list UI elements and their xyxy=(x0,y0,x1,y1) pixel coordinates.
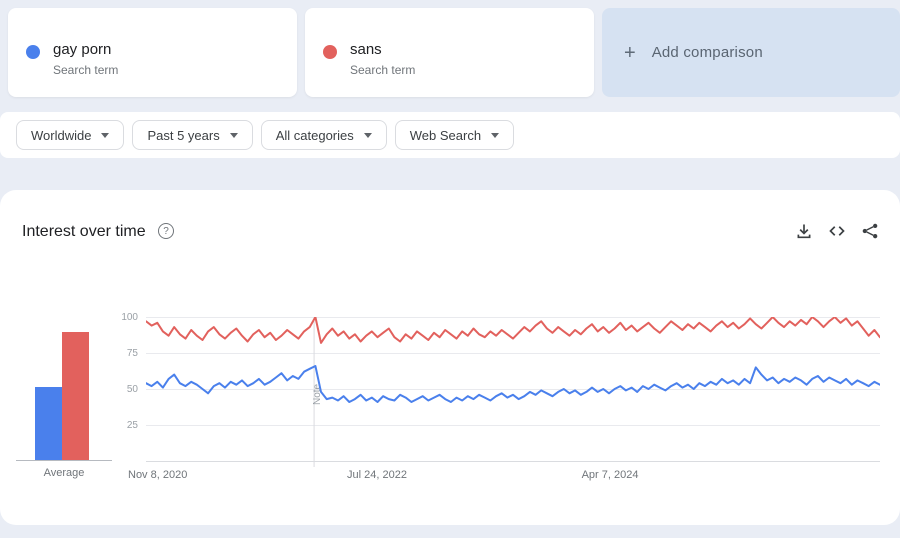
term-card-2[interactable]: sans Search term xyxy=(305,8,594,97)
term-type-label: Search term xyxy=(53,63,119,77)
filter-timerange-dropdown[interactable]: Past 5 years xyxy=(132,120,253,150)
filter-region-dropdown[interactable]: Worldwide xyxy=(16,120,125,150)
term-color-dot xyxy=(323,45,337,59)
y-tick-label: 100 xyxy=(121,312,138,323)
trend-line-1 xyxy=(145,316,881,344)
filter-searchtype-label: Web Search xyxy=(409,127,482,143)
trend-line-chart[interactable]: Note xyxy=(145,316,881,469)
chart-toolbar xyxy=(795,222,879,240)
interest-over-time-card: Interest over time ? xyxy=(0,190,900,525)
filter-category-dropdown[interactable]: All categories xyxy=(260,120,387,150)
term-card-1[interactable]: gay porn Search term xyxy=(8,8,297,97)
average-bar-chart xyxy=(16,317,112,461)
chevron-down-icon xyxy=(363,132,372,138)
x-tick-label: Apr 7, 2024 xyxy=(581,469,639,481)
share-icon[interactable] xyxy=(861,222,879,240)
filter-region-label: Worldwide xyxy=(31,127,92,143)
help-glyph: ? xyxy=(163,225,169,237)
term-label: gay porn xyxy=(53,41,112,58)
comparison-row: gay porn Search term sans Search term + … xyxy=(8,8,900,97)
average-axis-label: Average xyxy=(43,467,85,479)
chevron-down-icon xyxy=(101,132,110,138)
trend-lines-svg: Note xyxy=(145,316,881,467)
filter-searchtype-dropdown[interactable]: Web Search xyxy=(394,120,515,150)
embed-icon[interactable] xyxy=(828,222,846,240)
filter-timerange-label: Past 5 years xyxy=(147,127,220,143)
y-axis-labels: 100 75 50 25 xyxy=(114,312,142,461)
average-bars xyxy=(35,331,89,460)
term-color-dot xyxy=(26,45,40,59)
section-title: Interest over time xyxy=(22,223,146,240)
term-label: sans xyxy=(350,41,382,58)
add-comparison-button[interactable]: + Add comparison xyxy=(602,8,900,97)
filter-category-label: All categories xyxy=(275,127,354,143)
y-tick-label: 75 xyxy=(126,348,138,359)
filters-bar: Worldwide Past 5 years All categories We… xyxy=(0,112,900,158)
x-tick-label: Nov 8, 2020 xyxy=(128,469,188,481)
y-tick-label: 50 xyxy=(126,384,138,395)
average-bar[interactable] xyxy=(35,386,62,460)
trend-line-0 xyxy=(145,365,881,403)
note-label[interactable]: Note xyxy=(312,383,323,405)
help-icon[interactable]: ? xyxy=(158,223,174,239)
y-tick-label: 25 xyxy=(126,420,138,431)
download-icon[interactable] xyxy=(795,222,813,240)
chevron-down-icon xyxy=(491,132,500,138)
average-bar[interactable] xyxy=(62,331,89,460)
chevron-down-icon xyxy=(229,132,238,138)
plus-icon: + xyxy=(624,41,636,64)
add-comparison-label: Add comparison xyxy=(651,44,763,61)
x-tick-label: Jul 24, 2022 xyxy=(347,469,407,481)
term-type-label: Search term xyxy=(350,63,416,77)
x-axis-labels: Nov 8, 2020 Jul 24, 2022 Apr 7, 2024 xyxy=(0,469,900,483)
